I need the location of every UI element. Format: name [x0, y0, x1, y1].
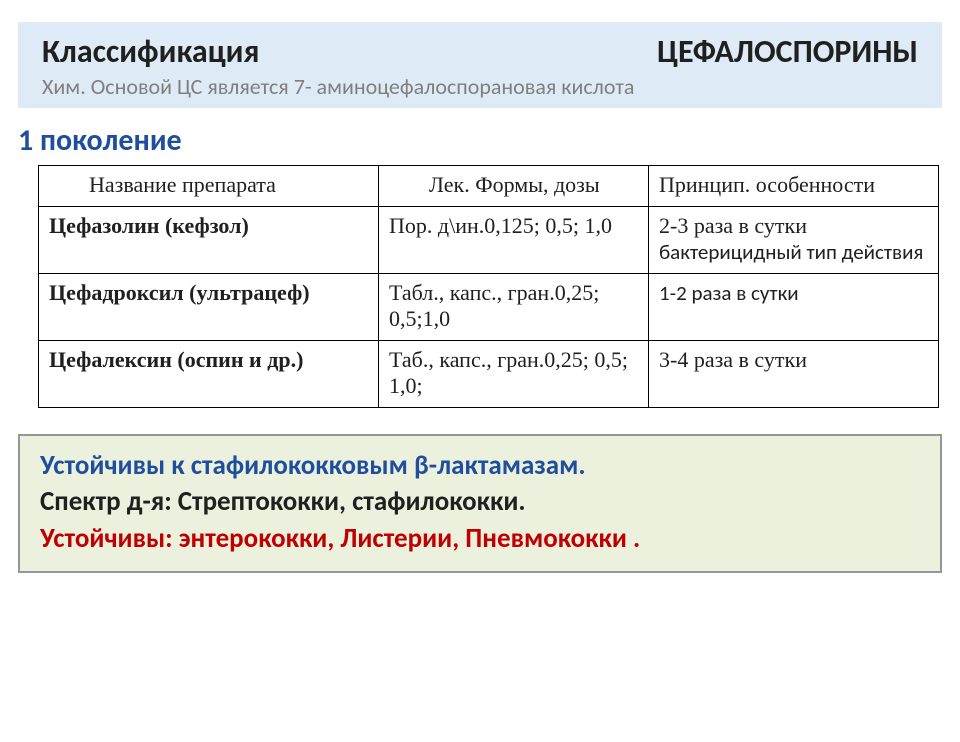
- notes-sans: 1-2 раза в сутки: [659, 280, 799, 306]
- summary-box: Устойчивы к стафилококковым β-лактамазам…: [18, 434, 942, 573]
- notes-serif: 2-3 раза в сутки: [659, 213, 807, 238]
- notes-serif: 3-4 раза в сутки: [659, 347, 807, 372]
- drug-name: Цефазолин (кефзол): [39, 207, 379, 274]
- drug-notes: 3-4 раза в сутки: [649, 341, 939, 408]
- drug-forms: Пор. д\ин.0,125; 0,5; 1,0: [379, 207, 649, 274]
- summary-line-resistant: Устойчивы: энтерококки, Листерии, Пневмо…: [40, 521, 920, 557]
- col-header-name: Название препарата: [39, 166, 379, 207]
- table-header-row: Название препарата Лек. Формы, дозы Прин…: [39, 166, 939, 207]
- table-row: Цефадроксил (ультрацеф) Табл., капс., гр…: [39, 274, 939, 341]
- drug-forms: Таб., капс., гран.0,25; 0,5; 1,0;: [379, 341, 649, 408]
- header-subtitle: Хим. Основой ЦС является 7- аминоцефалос…: [42, 73, 918, 100]
- drug-name: Цефалексин (оспин и др.): [39, 341, 379, 408]
- notes-sans: бактерицидный тип действия: [659, 239, 923, 265]
- generation-heading: 1 поколение: [18, 122, 960, 159]
- header-title-left: Классификация: [42, 32, 259, 71]
- col-header-forms: Лек. Формы, дозы: [379, 166, 649, 207]
- summary-line-spectrum: Спектр д-я: Стрептококки, стафилококки.: [40, 484, 920, 520]
- header-title-right: ЦЕФАЛОСПОРИНЫ: [657, 32, 918, 71]
- drug-table: Название препарата Лек. Формы, дозы Прин…: [38, 165, 939, 408]
- table-row: Цефалексин (оспин и др.) Таб., капс., гр…: [39, 341, 939, 408]
- drug-name: Цефадроксил (ультрацеф): [39, 274, 379, 341]
- drug-notes: 1-2 раза в сутки: [649, 274, 939, 341]
- drug-forms: Табл., капс., гран.0,25; 0,5;1,0: [379, 274, 649, 341]
- summary-line-stability: Устойчивы к стафилококковым β-лактамазам…: [40, 448, 920, 484]
- table-row: Цефазолин (кефзол) Пор. д\ин.0,125; 0,5;…: [39, 207, 939, 274]
- header-band: Классификация ЦЕФАЛОСПОРИНЫ Хим. Основой…: [18, 22, 942, 108]
- header-top-row: Классификация ЦЕФАЛОСПОРИНЫ: [42, 32, 918, 71]
- drug-notes: 2-3 раза в сутки бактерицидный тип дейст…: [649, 207, 939, 274]
- col-header-notes: Принцип. особенности: [649, 166, 939, 207]
